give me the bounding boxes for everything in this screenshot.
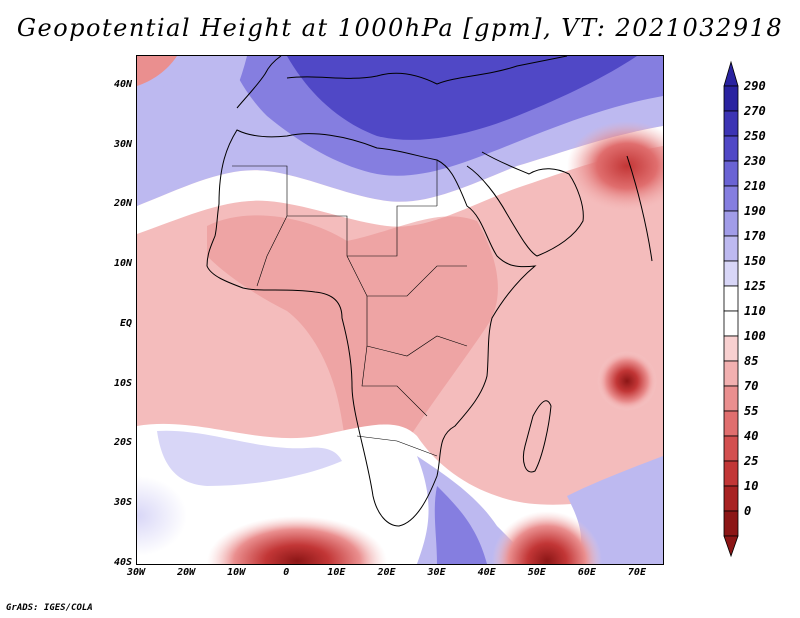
colorbar-swatch	[723, 160, 739, 187]
colorbar-label: 230	[743, 154, 766, 168]
lat-tick-label: 30S	[113, 497, 132, 509]
madagascar-coast	[522, 400, 552, 473]
colorbar-swatch	[723, 260, 739, 287]
colorbar-swatch	[723, 285, 739, 312]
colorbar-bottom-arrow	[723, 535, 739, 558]
colorbar-label: 190	[744, 204, 766, 218]
europe-coast	[286, 56, 568, 85]
north-white-band	[137, 126, 663, 234]
south-blue-core	[434, 486, 487, 564]
lon-tick-label: 20W	[177, 567, 196, 578]
lat-tick-label: 10N	[113, 258, 132, 270]
lat-tick-label: 30N	[113, 138, 132, 150]
colorbar-label: 70	[744, 379, 758, 393]
lon-tick-label: 70E	[627, 567, 646, 578]
lon-tick-label: 30E	[427, 567, 446, 578]
border-north-africa	[232, 165, 437, 257]
colorbar-swatch	[723, 335, 739, 362]
colorbar-label: 100	[744, 329, 766, 343]
lon-tick-label: 40E	[477, 567, 496, 578]
colorbar-label: 0	[744, 504, 751, 518]
colorbar-swatch	[723, 110, 739, 137]
colorbar-label: 125	[744, 279, 766, 293]
colorbar-label: 210	[743, 179, 766, 193]
africa-coastline	[206, 129, 537, 527]
arabia-coast	[466, 151, 584, 257]
border-central	[366, 296, 468, 357]
south-atlantic-low	[207, 516, 387, 564]
lon-tick-label: 0	[283, 567, 290, 578]
colorbar-swatch	[723, 385, 739, 412]
north-blue-max	[287, 56, 637, 140]
cyclone-low	[597, 351, 657, 411]
lat-tick-label: 40S	[113, 557, 132, 568]
lat-tick-label: 20S	[113, 437, 132, 449]
india-coast	[626, 155, 653, 262]
colorbar-label: 250	[743, 129, 766, 143]
map-panel	[136, 55, 664, 565]
colorbar-label: 110	[744, 304, 766, 318]
atlantic-blue	[137, 56, 247, 206]
colorbar-swatch	[723, 510, 739, 537]
colorbar-label: 25	[743, 454, 758, 468]
colorbar-label: 10	[744, 479, 758, 493]
colorbar-swatch	[723, 85, 739, 112]
colorbar-swatch	[723, 460, 739, 487]
geopotential-field	[137, 56, 663, 564]
colorbar-swatch	[723, 135, 739, 162]
coastlines	[206, 56, 653, 527]
border-west-africa	[256, 215, 288, 287]
lat-tick-label: 40N	[113, 78, 132, 90]
iberia-coast	[236, 56, 282, 109]
colorbar-label: 170	[744, 229, 766, 243]
lat-tick-label: EQ	[119, 317, 132, 329]
colorbar-label: 85	[744, 354, 758, 368]
south-atlantic-blue	[157, 430, 342, 486]
lon-tick-label: 50E	[527, 567, 546, 578]
colorbar-label: 40	[744, 429, 758, 443]
colorbar-swatch	[723, 310, 739, 337]
colorbar-label: 290	[743, 79, 766, 93]
border-sahel	[346, 255, 467, 297]
border-southern	[356, 435, 438, 457]
border-south-central	[361, 345, 428, 417]
colorbar-label: 55	[744, 404, 758, 418]
colorbar-swatch	[723, 210, 739, 237]
sw-blue-pocket	[137, 476, 187, 556]
colorbar-swatch	[723, 435, 739, 462]
lon-tick-label: 10E	[327, 567, 346, 578]
lon-tick-label: 60E	[577, 567, 596, 578]
lon-tick-label: 20E	[377, 567, 396, 578]
colorbar-swatch	[723, 235, 739, 262]
africa-warm-field	[207, 215, 498, 497]
nw-corner-red	[137, 56, 177, 86]
grads-credit: GrADS: IGES/COLA	[6, 603, 93, 613]
map-title: Geopotential Height at 1000hPa [gpm], VT…	[16, 14, 784, 42]
lon-tick-label: 30W	[126, 567, 146, 578]
colorbar-swatch	[723, 485, 739, 512]
colorbar-swatch	[723, 185, 739, 212]
lat-tick-label: 20N	[113, 198, 132, 210]
country-borders	[232, 160, 468, 457]
south-indian-low	[492, 511, 602, 564]
colorbar-swatch	[723, 410, 739, 437]
colorbar-label: 270	[743, 104, 766, 118]
lon-tick-label: 10W	[227, 567, 246, 578]
colorbar-swatch	[723, 360, 739, 387]
colorbar-label: 150	[744, 254, 766, 268]
middle-east-low	[567, 121, 663, 211]
colorbar-top-arrow	[723, 60, 739, 87]
lat-tick-label: 10S	[113, 377, 132, 389]
